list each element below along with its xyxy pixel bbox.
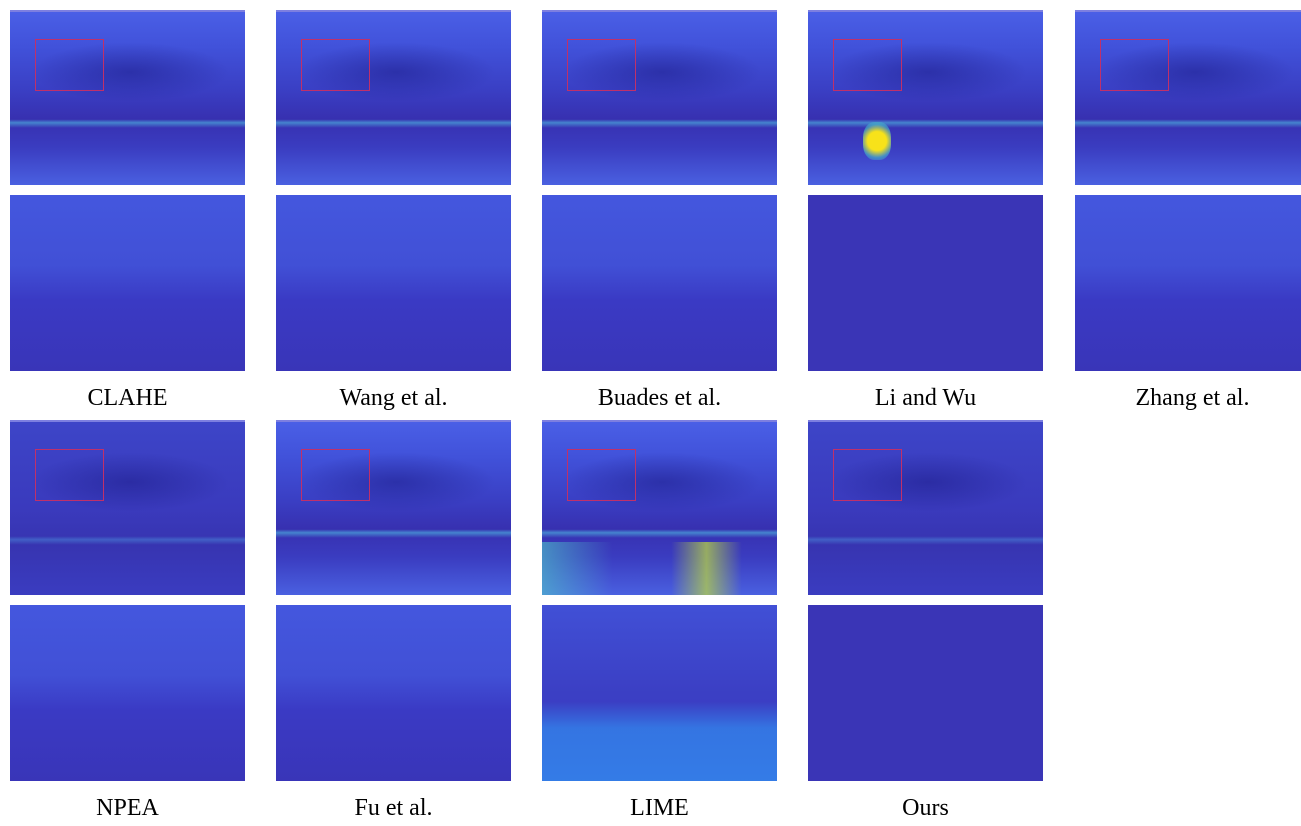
result-image	[542, 10, 777, 185]
zoomed-region	[276, 195, 511, 371]
zoom-box	[1100, 39, 1169, 91]
zoomed-region	[542, 605, 777, 781]
panel-caption: Zhang et al.	[1075, 380, 1301, 416]
result-image	[808, 420, 1043, 595]
zoomed-region	[10, 195, 245, 371]
result-image	[542, 420, 777, 595]
panel-caption: NPEA	[10, 790, 245, 826]
panel-caption: Buades et al.	[542, 380, 777, 416]
zoom-box	[567, 449, 636, 501]
zoom-box	[833, 39, 902, 91]
zoom-box	[35, 449, 104, 501]
result-image	[10, 10, 245, 185]
panel-caption: CLAHE	[10, 380, 245, 416]
zoom-box	[301, 449, 370, 501]
panel-caption: Fu et al.	[276, 790, 511, 826]
zoom-box	[35, 39, 104, 91]
result-image	[808, 10, 1043, 185]
panel-caption: LIME	[542, 790, 777, 826]
zoomed-region	[808, 605, 1043, 781]
zoom-box	[567, 39, 636, 91]
zoomed-region	[276, 605, 511, 781]
result-image	[1075, 10, 1301, 185]
hotspot	[542, 542, 777, 595]
zoomed-region	[542, 195, 777, 371]
zoom-box	[833, 449, 902, 501]
result-image	[10, 420, 245, 595]
zoomed-region	[10, 605, 245, 781]
zoomed-region	[1075, 195, 1301, 371]
figure: CLAHE Wang et al. Buades et al. Li and Wu Zh…	[0, 0, 1301, 817]
result-image	[276, 420, 511, 595]
panel-caption: Li and Wu	[808, 380, 1043, 416]
panel-caption: Wang et al.	[276, 380, 511, 416]
zoom-box	[301, 39, 370, 91]
hotspot	[863, 122, 891, 160]
panel-caption: Ours	[808, 790, 1043, 826]
zoomed-region	[808, 195, 1043, 371]
result-image	[276, 10, 511, 185]
